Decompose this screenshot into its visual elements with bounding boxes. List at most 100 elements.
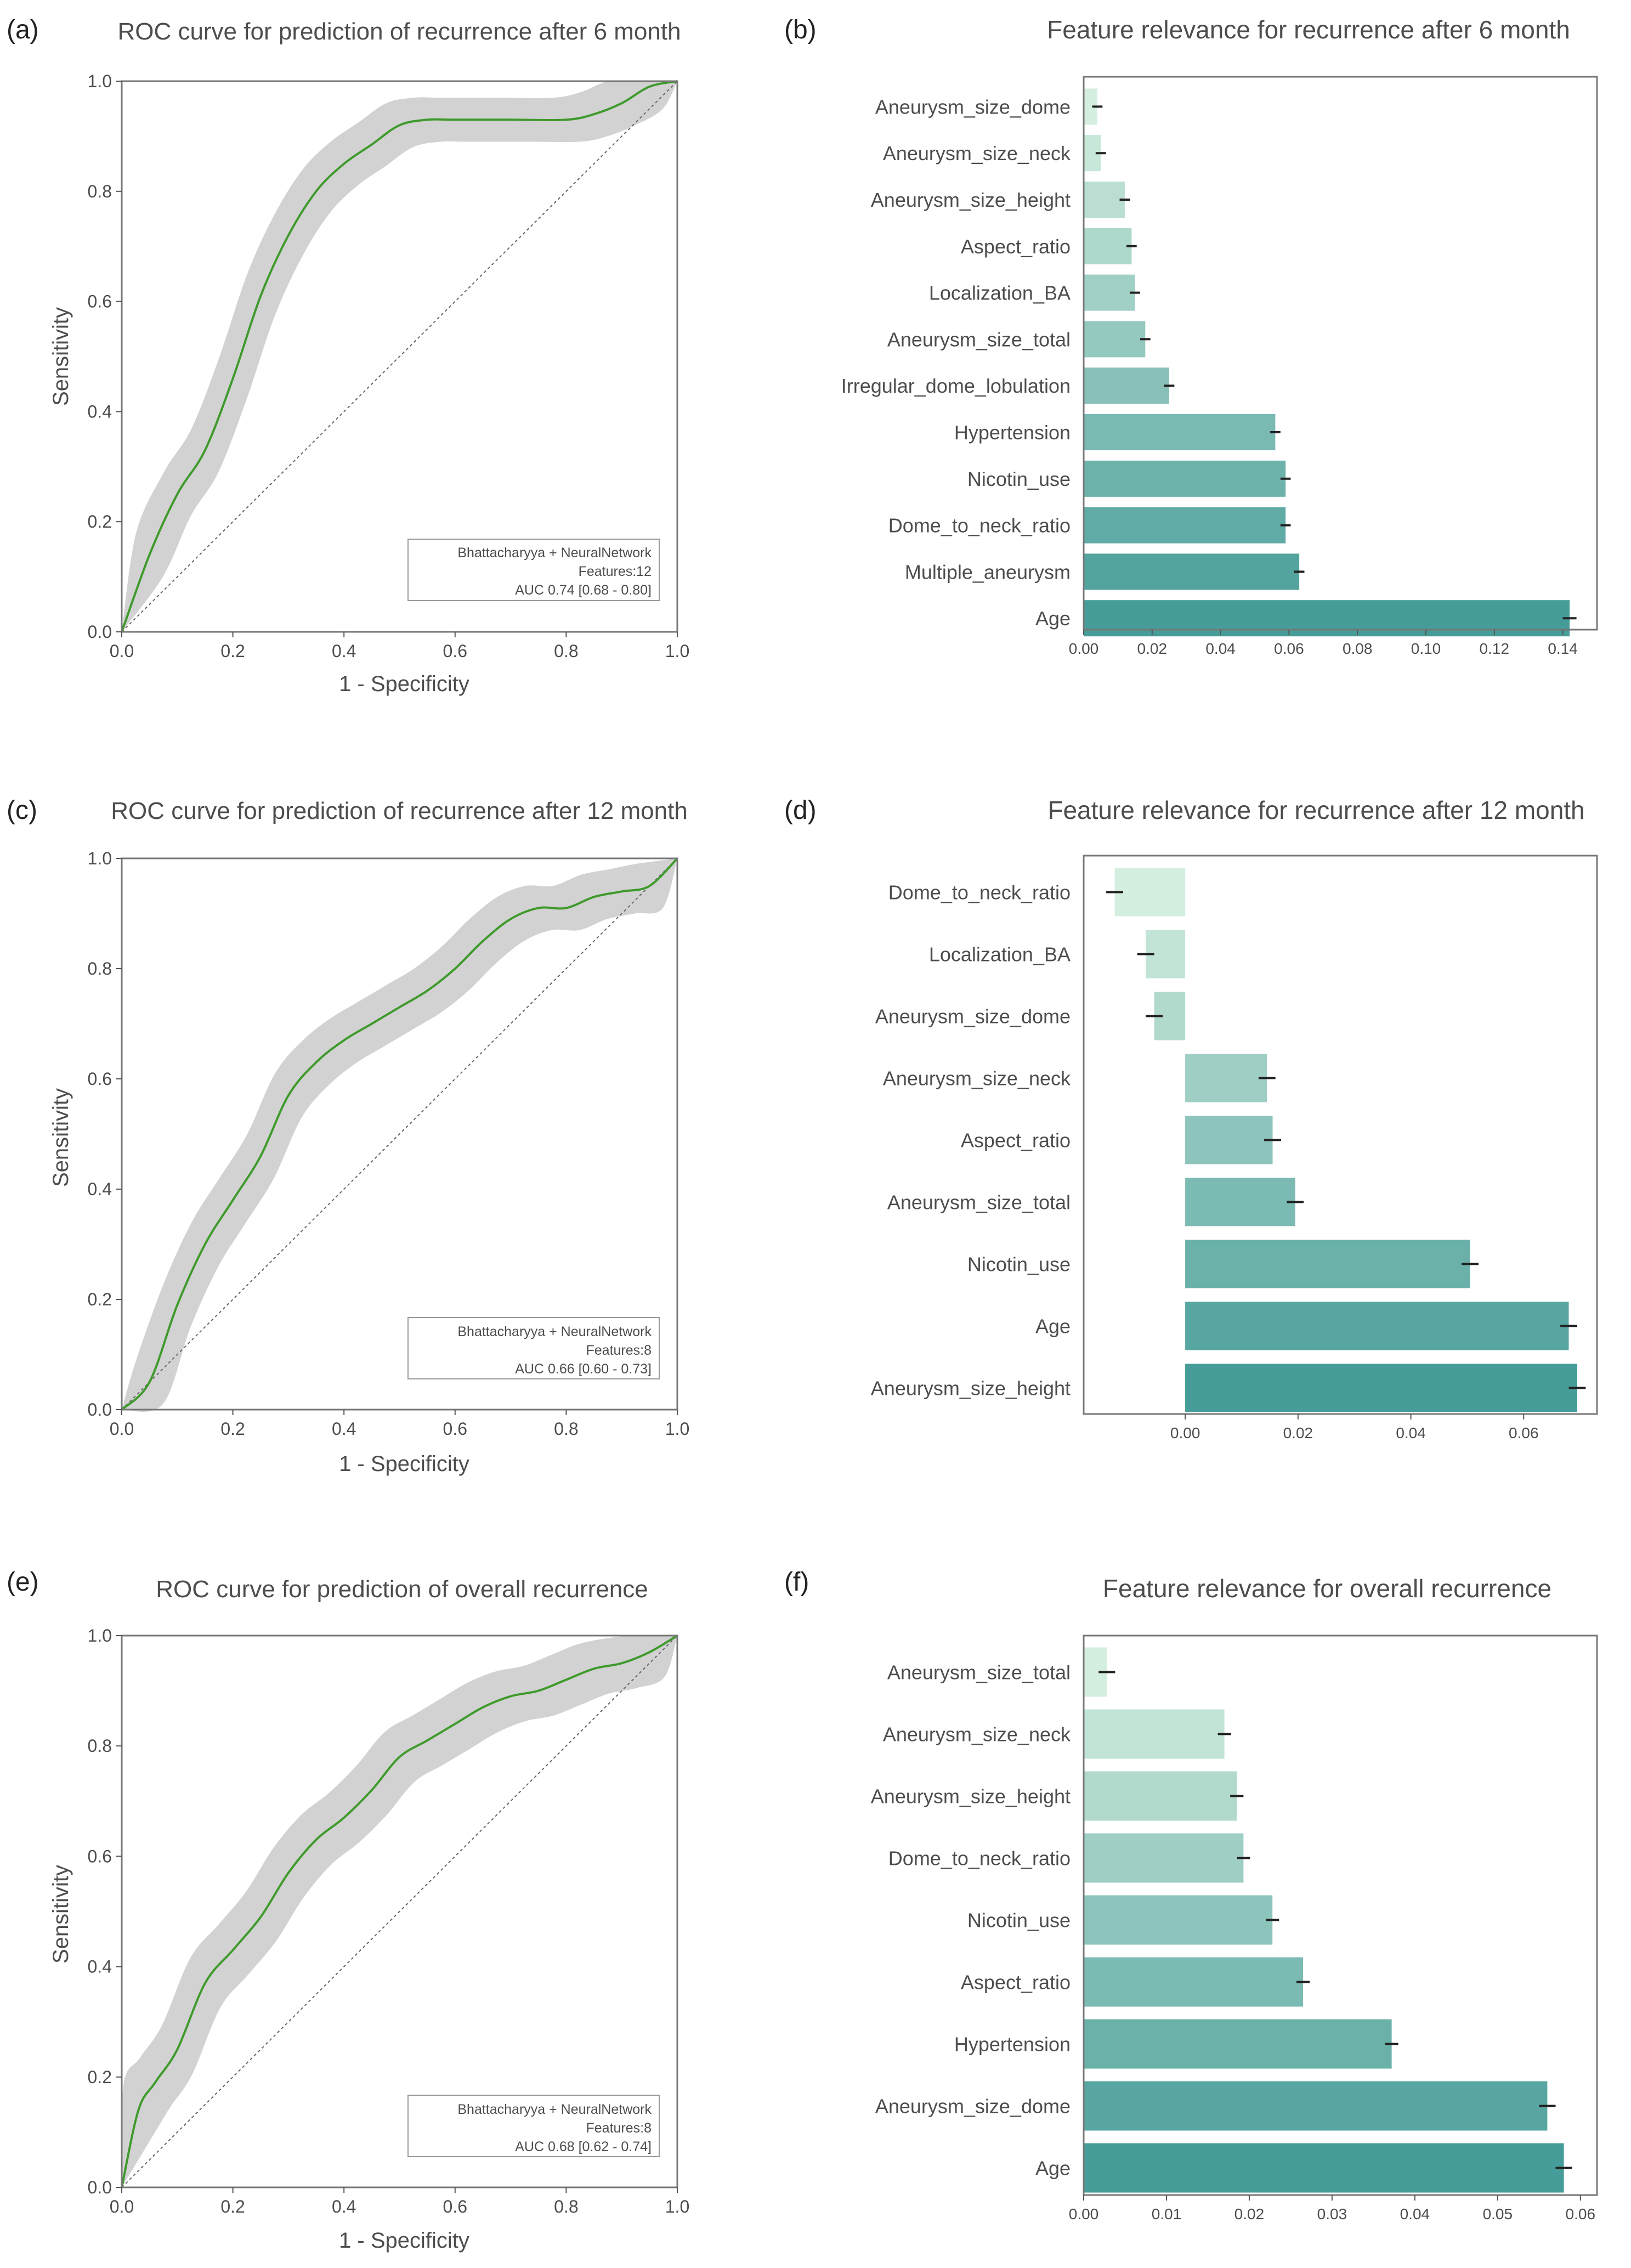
bar-title-b: Feature relevance for recurrence after 6… bbox=[1047, 15, 1570, 44]
category-label-b: Aspect_ratio bbox=[961, 235, 1071, 258]
y-tick-label-c: 0.2 bbox=[88, 1289, 112, 1309]
y-tick-label-e: 1.0 bbox=[88, 1626, 112, 1645]
roc-curve-a bbox=[121, 80, 678, 632]
y-tick-label-e: 0.2 bbox=[88, 2067, 112, 2087]
y-tick-label-a: 0.8 bbox=[88, 182, 112, 201]
category-label-b: Nicotin_use bbox=[967, 468, 1071, 490]
x-tick-label-c: 0.0 bbox=[110, 1419, 134, 1439]
plot-frame-e bbox=[121, 1634, 678, 2188]
bar-f-hypertension bbox=[1084, 2019, 1392, 2069]
bar-f-nicotin-use bbox=[1084, 1895, 1273, 1945]
x-axis-label-e: 1 - Specificity bbox=[339, 2229, 469, 2253]
x-tick-label-d: 0.06 bbox=[1509, 1424, 1539, 1441]
y-tick-label-e: 0.6 bbox=[88, 1846, 112, 1866]
y-tick-label-a: 0.6 bbox=[88, 292, 112, 312]
bar-b-nicotin-use bbox=[1084, 460, 1286, 497]
plot-frame-d bbox=[1083, 855, 1598, 1415]
legend-box-a bbox=[407, 539, 660, 601]
category-label-b: Localization_BA bbox=[929, 282, 1071, 304]
x-tick-label-c: 1.0 bbox=[665, 1419, 689, 1439]
category-label-f: Dome_to_neck_ratio bbox=[888, 1847, 1071, 1870]
category-label-f: Age bbox=[1035, 2157, 1071, 2180]
x-tick-label-d: 0.02 bbox=[1283, 1424, 1313, 1441]
category-label-b: Multiple_aneurysm bbox=[905, 561, 1071, 583]
category-label-b: Hypertension bbox=[954, 421, 1071, 444]
y-tick-label-c: 1.0 bbox=[88, 849, 112, 868]
panel-label-c: (c) bbox=[7, 796, 37, 825]
panel-label-d: (d) bbox=[784, 796, 817, 825]
category-label-d: Dome_to_neck_ratio bbox=[888, 881, 1071, 904]
roc-chart-overall: ROC curve for prediction of overall recu… bbox=[49, 1576, 689, 2253]
x-tick-label-b: 0.08 bbox=[1343, 640, 1373, 657]
category-label-b: Aneurysm_size_dome bbox=[875, 95, 1071, 118]
bar-f-aneurysm-size-neck bbox=[1084, 1709, 1225, 1759]
y-tick-label-c: 0.6 bbox=[88, 1069, 112, 1089]
chance-diagonal-c bbox=[121, 858, 678, 1410]
roc-title-e: ROC curve for prediction of overall recu… bbox=[156, 1576, 648, 1603]
x-tick-label-f: 0.04 bbox=[1400, 2205, 1430, 2222]
bar-f-aneurysm-size-height bbox=[1084, 1771, 1237, 1821]
legend-a: Bhattacharyya + NeuralNetwork Features:1… bbox=[407, 539, 660, 601]
bar-d-dome-to-neck-ratio bbox=[1114, 868, 1186, 917]
legend-line1-a: Bhattacharyya + NeuralNetwork bbox=[457, 545, 652, 561]
x-tick-label-a: 0.2 bbox=[220, 641, 245, 661]
y-tick-label-a: 0.2 bbox=[88, 512, 112, 531]
bar-title-d: Feature relevance for recurrence after 1… bbox=[1047, 796, 1584, 824]
roc-chart-6-month: ROC curve for prediction of recurrence a… bbox=[49, 18, 689, 696]
roc-title-a: ROC curve for prediction of recurrence a… bbox=[117, 18, 681, 45]
x-tick-label-b: 0.06 bbox=[1274, 640, 1304, 657]
legend-line2-e: Features:8 bbox=[586, 2120, 652, 2136]
legend-line2-a: Features:12 bbox=[579, 564, 652, 579]
x-tick-label-b: 0.14 bbox=[1548, 640, 1578, 657]
y-tick-label-c: 0.0 bbox=[88, 1400, 112, 1419]
category-label-b: Aneurysm_size_height bbox=[871, 189, 1071, 211]
x-tick-label-b: 0.02 bbox=[1137, 640, 1168, 657]
bar-d-aspect-ratio bbox=[1185, 1116, 1273, 1164]
roc-chart-12-month: ROC curve for prediction of recurrence a… bbox=[49, 798, 689, 1476]
panel-label-b: (b) bbox=[784, 15, 817, 44]
x-tick-label-a: 0.6 bbox=[443, 641, 467, 661]
x-tick-label-f: 0.05 bbox=[1483, 2205, 1513, 2222]
confidence-band-a bbox=[122, 80, 677, 632]
plot-frame-a bbox=[121, 80, 678, 633]
y-tick-label-c: 0.8 bbox=[88, 959, 112, 979]
category-label-f: Aneurysm_size_total bbox=[887, 1661, 1071, 1684]
bar-d-aneurysm-size-neck bbox=[1185, 1054, 1267, 1102]
x-tick-label-c: 0.6 bbox=[443, 1419, 467, 1439]
bar-d-nicotin-use bbox=[1185, 1240, 1470, 1288]
bar-b-localization-ba bbox=[1084, 274, 1135, 311]
legend-line3-e: AUC 0.68 [0.62 - 0.74] bbox=[515, 2139, 652, 2154]
plot-frame-f bbox=[1083, 1634, 1598, 2196]
x-tick-label-e: 1.0 bbox=[665, 2197, 689, 2216]
bar-b-aspect-ratio bbox=[1084, 228, 1132, 264]
x-tick-label-c: 0.4 bbox=[332, 1419, 356, 1439]
bar-b-hypertension bbox=[1084, 414, 1276, 450]
bar-f-dome-to-neck-ratio bbox=[1084, 1833, 1244, 1883]
x-tick-label-a: 0.0 bbox=[110, 641, 134, 661]
x-tick-label-e: 0.8 bbox=[554, 2197, 578, 2216]
bar-d-aneurysm-size-height bbox=[1185, 1364, 1577, 1412]
category-label-b: Irregular_dome_lobulation bbox=[841, 375, 1071, 397]
legend-line2-c: Features:8 bbox=[586, 1343, 652, 1358]
x-tick-label-b: 0.04 bbox=[1205, 640, 1236, 657]
x-tick-label-e: 0.0 bbox=[110, 2197, 134, 2216]
y-tick-label-a: 1.0 bbox=[88, 71, 112, 91]
x-tick-label-c: 0.8 bbox=[554, 1419, 578, 1439]
plot-frame-b bbox=[1083, 76, 1598, 631]
x-tick-label-f: 0.03 bbox=[1317, 2205, 1347, 2222]
category-label-d: Localization_BA bbox=[929, 943, 1071, 966]
category-label-d: Age bbox=[1035, 1315, 1071, 1338]
category-label-d: Aneurysm_size_height bbox=[871, 1377, 1071, 1400]
legend-c: Bhattacharyya + NeuralNetwork Features:8… bbox=[407, 1317, 660, 1379]
x-tick-label-a: 0.4 bbox=[332, 641, 356, 661]
bar-f-aspect-ratio bbox=[1084, 1957, 1304, 2007]
x-tick-label-b: 0.10 bbox=[1411, 640, 1441, 657]
feature-relevance-6-month: Feature relevance for recurrence after 6… bbox=[841, 15, 1598, 657]
y-tick-label-c: 0.4 bbox=[88, 1179, 112, 1199]
legend-e: Bhattacharyya + NeuralNetwork Features:8… bbox=[407, 2095, 660, 2157]
category-label-f: Aspect_ratio bbox=[961, 1971, 1071, 1994]
legend-box-c bbox=[407, 1317, 660, 1379]
roc-curve-e bbox=[121, 1634, 678, 2188]
bar-f-aneurysm-size-dome bbox=[1084, 2081, 1548, 2131]
